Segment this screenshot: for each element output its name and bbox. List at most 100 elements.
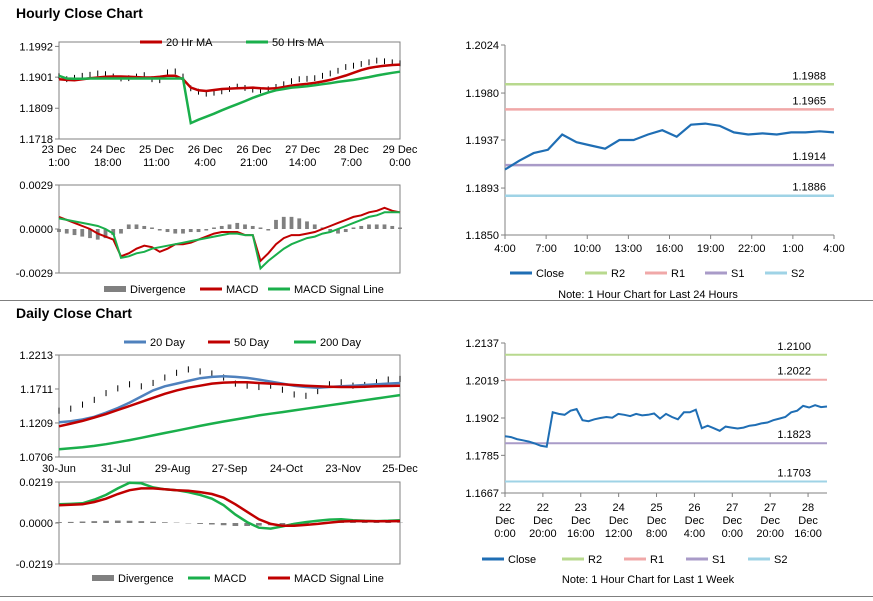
daily-levels-x-tick-label: 20:00 (756, 528, 784, 540)
hourly-levels-close-line (504, 122, 835, 171)
daily-levels-x-tick-label: 16:00 (567, 528, 595, 540)
daily-macd-divergence-bar (67, 521, 74, 523)
daily-macd-divergence-bar (103, 520, 109, 523)
daily-levels-x-tick-label: 20:00 (529, 528, 557, 540)
daily-price-series-line (58, 381, 401, 428)
hourly-macd-divergence-bar (359, 225, 364, 229)
daily-levels-x-tick-label: 22 (537, 502, 549, 514)
daily-macd-divergence-bar (126, 520, 133, 523)
daily-levels-x-tick-label: 0:00 (722, 528, 743, 540)
hourly-price-series-line (58, 63, 401, 93)
daily-levels-x-tick-label: Dec (760, 515, 780, 527)
daily-macd-divergence-bar (256, 523, 262, 526)
bottom-divider (0, 596, 873, 597)
daily-levels-x-tick-label: Dec (647, 515, 667, 527)
hourly-levels-y-tick-label: 1.1980 (465, 88, 499, 100)
hourly-price-x-tick-label: 26 Dec (188, 144, 223, 156)
daily-levels-level-label: 1.2022 (777, 366, 811, 378)
hourly-price-x-tick-label: 28 Dec (334, 144, 369, 156)
hourly-levels-legend-label: S2 (791, 268, 804, 280)
hourly-macd-divergence-bar (250, 225, 255, 229)
daily-levels-x-tick-label: 23 (575, 502, 587, 514)
hourly-price-y-tick-label: 1.1901 (19, 72, 53, 84)
daily-price-legend-label: 200 Day (320, 337, 361, 349)
hourly-section-title: Hourly Close Chart (16, 5, 143, 21)
hourly-levels-x-tick-label: 4:00 (823, 243, 844, 255)
daily-macd-divergence-bar (373, 522, 380, 523)
hourly-macd-divergence-bar (188, 229, 193, 233)
daily-macd-y-tick-label: -0.0219 (16, 559, 53, 571)
hourly-macd-legend-label: MACD Signal Line (294, 284, 384, 296)
daily-macd-divergence-bar (91, 521, 98, 523)
hourly-macd-divergence-bar (243, 224, 247, 229)
hourly-price-x-tick-label: 11:00 (143, 157, 170, 169)
hourly-macd-divergence-bar (367, 224, 371, 229)
hourly-levels-legend-label: R2 (611, 268, 625, 280)
daily-macd-divergence-bar (197, 523, 203, 524)
daily-macd-divergence-bar (114, 520, 121, 523)
daily-price-x-tick-label: 27-Sep (212, 463, 247, 475)
hourly-macd-divergence-bar (274, 219, 278, 229)
daily-levels-x-tick-label: 4:00 (684, 528, 705, 540)
daily-levels-y-tick-label: 1.2137 (465, 338, 499, 350)
daily-macd-legend-label: MACD Signal Line (294, 573, 384, 585)
hourly-levels-x-tick-label: 19:00 (697, 243, 725, 255)
daily-levels-legend-label: Close (508, 554, 536, 566)
hourly-price-x-tick-label: 24 Dec (90, 144, 125, 156)
hourly-levels-x-tick-label: 22:00 (738, 243, 766, 255)
hourly-macd-divergence-bar (57, 229, 61, 233)
hourly-macd-divergence-bar (88, 229, 92, 239)
hourly-price-x-tick-label: 7:00 (341, 157, 362, 169)
daily-levels-x-tick-label: 24 (613, 502, 625, 514)
hourly-price-x-tick-label: 26 Dec (236, 144, 271, 156)
daily-levels-x-tick-label: 22 (499, 502, 511, 514)
hourly-levels-x-tick-label: 10:00 (573, 243, 601, 255)
daily-section-title: Daily Close Chart (16, 305, 132, 321)
hourly-price-x-tick-label: 27 Dec (285, 144, 320, 156)
daily-macd-divergence-bar (56, 522, 62, 523)
daily-macd-divergence-bar (350, 522, 356, 523)
hourly-price-x-tick-label: 25 Dec (139, 144, 174, 156)
hourly-levels-level-label: 1.1965 (792, 95, 826, 107)
hourly-price-x-tick-label: 23 Dec (42, 144, 77, 156)
daily-macd-plot-area (58, 481, 401, 565)
daily-price-y-tick-label: 1.2213 (19, 350, 53, 362)
hourly-macd-divergence-bar (351, 227, 356, 229)
hourly-macd-divergence-bar (72, 229, 77, 236)
hourly-levels-x-tick-label: 1:00 (782, 243, 803, 255)
hourly-macd-divergence-bar (212, 227, 216, 229)
hourly-price-series-line (58, 70, 401, 125)
hourly-macd-divergence-bar (374, 224, 379, 229)
hourly-levels-y-tick-label: 1.1937 (465, 135, 499, 147)
hourly-price-x-tick-label: 14:00 (289, 157, 317, 169)
daily-price-y-tick-label: 1.0706 (19, 452, 53, 464)
hourly-macd-legend-label: Divergence (130, 284, 186, 296)
hourly-macd-series-line (58, 206, 401, 263)
hourly-macd-divergence-bar (204, 229, 209, 231)
hourly-macd-divergence-bar (281, 216, 286, 229)
daily-macd-divergence-bar (220, 523, 227, 526)
hourly-macd-divergence-bar (196, 229, 201, 233)
hourly-price-x-tick-label: 1:00 (48, 157, 69, 169)
hourly-price-y-tick-label: 1.1992 (19, 41, 53, 53)
daily-levels-x-tick-label: Dec (533, 515, 553, 527)
daily-macd-divergence-bar (209, 523, 215, 525)
daily-price-legend-label: 50 Day (234, 337, 269, 349)
hourly-macd-divergence-bar (181, 229, 185, 234)
daily-macd-y-tick-label: 0.0000 (19, 518, 53, 530)
daily-levels-x-tick-label: 0:00 (494, 528, 515, 540)
daily-price-x-tick-label: 25-Dec (382, 463, 418, 475)
daily-macd-divergence-bar (150, 521, 156, 523)
hourly-macd-divergence-bar (336, 229, 340, 234)
daily-levels-y-tick-label: 1.1785 (465, 450, 499, 462)
hourly-macd-divergence-bar (328, 229, 333, 233)
daily-levels-x-tick-label: Dec (571, 515, 591, 527)
hourly-macd-divergence-bar (126, 224, 131, 229)
hourly-macd-y-tick-label: 0.0000 (19, 224, 53, 236)
daily-macd-series-line (58, 481, 401, 530)
hourly-macd-divergence-bar (312, 224, 317, 229)
hourly-levels-legend-label: Close (536, 268, 564, 280)
hourly-macd-divergence-bar (80, 229, 85, 237)
hourly-macd-divergence-bar (343, 229, 348, 233)
daily-levels-x-tick-label: Dec (798, 515, 818, 527)
